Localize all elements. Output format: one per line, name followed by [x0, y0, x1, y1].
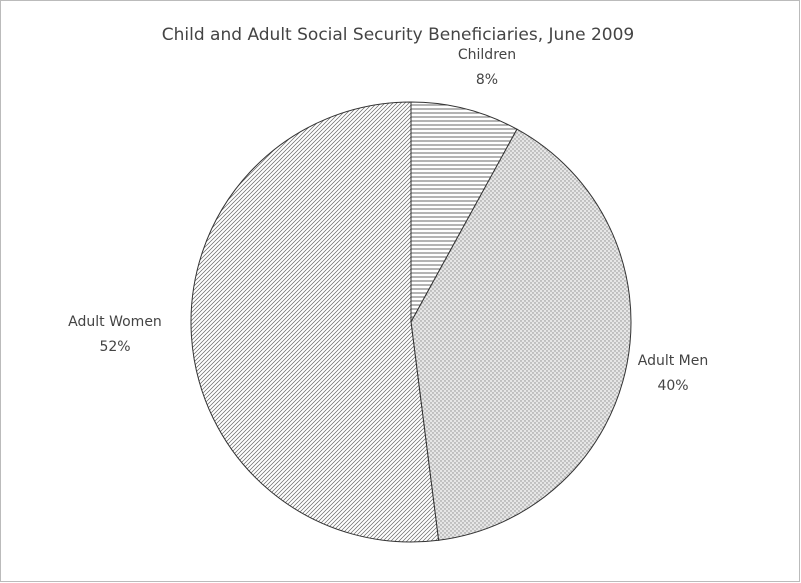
pie-slice — [410, 128, 632, 541]
slice-value-label: 8% — [476, 72, 498, 88]
slice-label: Adult Men — [638, 353, 709, 369]
slice-label: Adult Women — [68, 314, 162, 330]
slice-value-label: 40% — [657, 378, 688, 394]
slice-label: Children — [458, 47, 516, 63]
chart-title: Child and Adult Social Security Benefici… — [162, 25, 634, 45]
slice-value-label: 52% — [99, 339, 130, 355]
pie-slice — [410, 101, 518, 323]
pie-slice — [190, 101, 440, 543]
